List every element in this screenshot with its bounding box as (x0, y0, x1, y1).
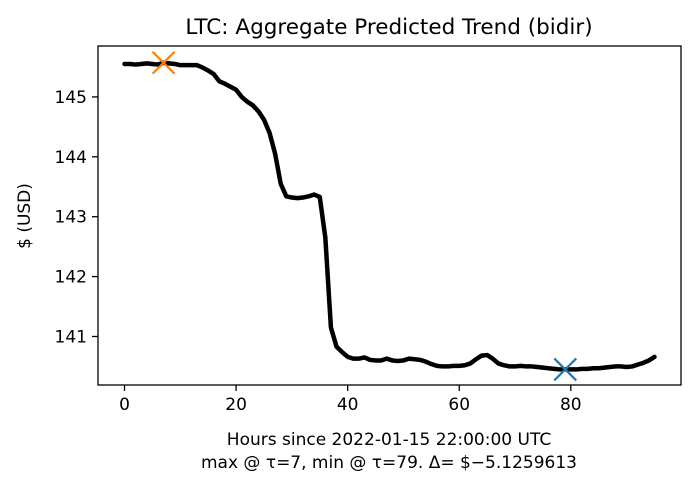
x-axis-label: Hours since 2022-01-15 22:00:00 UTC (227, 430, 551, 450)
plot-area: 0 20 40 60 80 141 142 143 144 145 (55, 45, 682, 415)
max-marker (151, 50, 176, 75)
x-tick-label: 0 (119, 395, 130, 415)
y-tick-label: 144 (55, 148, 87, 168)
x-tick-label: 60 (448, 395, 470, 415)
y-axis-label: $ (USD) (15, 183, 35, 249)
x-tick-label: 80 (560, 395, 582, 415)
chart-title: LTC: Aggregate Predicted Trend (bidir) (185, 15, 592, 40)
y-tick-label: 143 (55, 208, 87, 228)
min-marker (553, 357, 578, 382)
axes-frame (97, 45, 682, 386)
y-tick-label: 141 (55, 327, 87, 347)
x-axis-subtitle: max @ τ=7, min @ τ=79. Δ= $−5.1259613 (201, 453, 577, 473)
y-tick-label: 142 (55, 268, 87, 288)
x-tick-label: 20 (225, 395, 247, 415)
x-tick-label: 40 (337, 395, 359, 415)
y-tick-label: 145 (55, 88, 87, 108)
series-line-0 (122, 60, 657, 372)
